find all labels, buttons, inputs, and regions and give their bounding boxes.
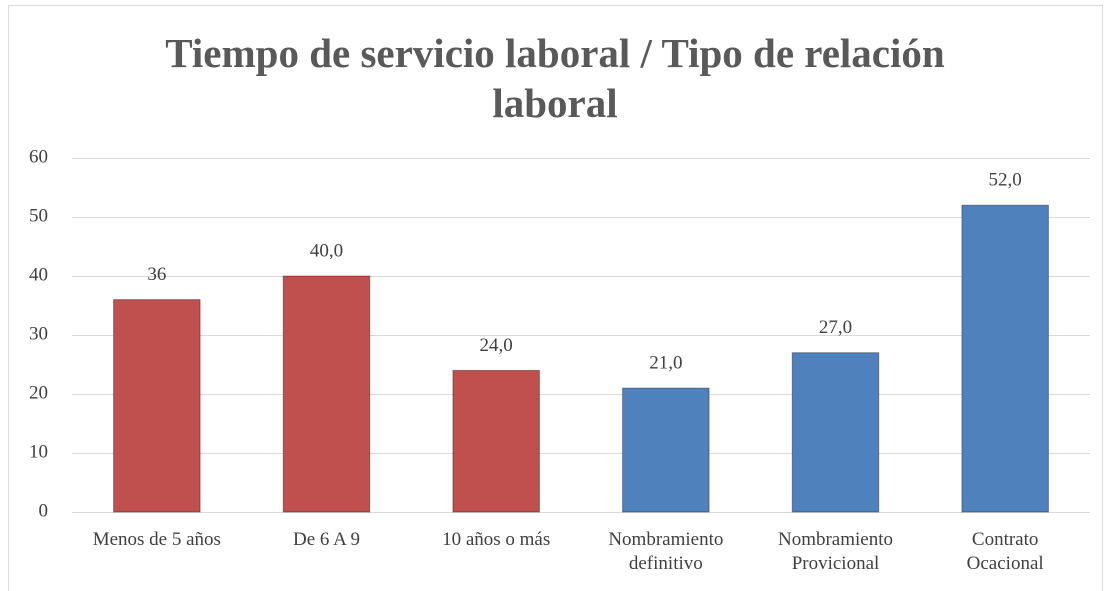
- bar: [282, 275, 371, 513]
- chart-border: [8, 5, 1103, 591]
- x-tick-label: De 6 A 9: [292, 529, 361, 550]
- bar: [622, 387, 710, 513]
- y-tick-label: 20: [29, 382, 48, 403]
- y-tick-label: 10: [29, 441, 48, 462]
- bar: [452, 369, 540, 513]
- y-tick-label: 0: [39, 500, 49, 521]
- y-tick-label: 60: [29, 146, 48, 167]
- value-label: 36: [147, 264, 166, 285]
- value-label: 52,0: [989, 170, 1022, 191]
- x-tick-label: Menos de 5 años: [92, 529, 221, 550]
- bar: [961, 204, 1049, 513]
- bar: [113, 299, 201, 513]
- value-label: 24,0: [480, 335, 513, 356]
- chart-title: Tiempo de servicio laboral / Tipo de rel…: [165, 30, 945, 126]
- x-tick-label: Nombramiento Provicional: [777, 529, 894, 574]
- y-tick-label: 40: [29, 264, 48, 285]
- x-tick-label: Contrato Ocacional: [966, 529, 1044, 574]
- x-tick-label: 10 años o más: [442, 529, 551, 550]
- y-tick-label: 30: [29, 323, 48, 344]
- value-label: 21,0: [649, 352, 682, 373]
- value-label: 27,0: [819, 317, 852, 338]
- x-tick-label: Nombramiento definitivo: [608, 529, 724, 574]
- value-label: 40,0: [310, 240, 343, 261]
- bar: [791, 352, 880, 513]
- y-tick-label: 50: [29, 205, 48, 226]
